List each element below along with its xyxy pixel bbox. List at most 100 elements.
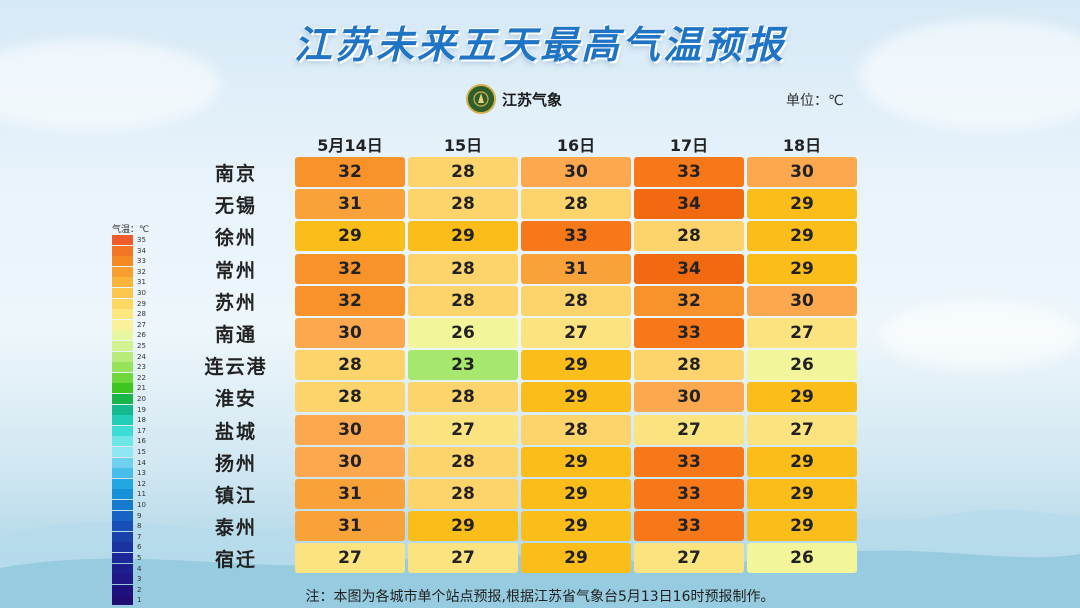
temperature-cell: 27 <box>408 543 518 574</box>
city-label: 连云港 <box>204 356 268 379</box>
temperature-cell: 28 <box>295 350 405 381</box>
legend-swatch <box>112 404 133 415</box>
temperature-cell: 30 <box>295 446 405 477</box>
legend-swatch <box>112 457 133 468</box>
temperature-cell: 27 <box>634 543 744 574</box>
legend-swatch <box>112 288 133 298</box>
logo-text: 江苏气象 <box>502 90 563 109</box>
temperature-cell: 27 <box>408 414 518 445</box>
legend-swatch <box>112 521 133 532</box>
temperature-cell: 29 <box>747 253 857 284</box>
legend-swatch <box>112 553 133 563</box>
temperature-cell: 30 <box>634 382 744 413</box>
legend-swatch <box>112 415 133 426</box>
temperature-cell: 32 <box>295 253 405 284</box>
unit-label: 单位：℃ <box>786 93 844 109</box>
temperature-cell: 28 <box>521 414 631 445</box>
temperature-cell: 32 <box>295 157 405 187</box>
temperature-cell: 30 <box>521 157 631 187</box>
temperature-cell: 29 <box>747 221 857 252</box>
legend-swatch <box>112 372 133 383</box>
legend-swatch <box>112 595 133 606</box>
legend-swatch <box>112 500 133 510</box>
legend-label: 20 <box>137 395 146 403</box>
legend-swatch <box>112 468 133 479</box>
temperature-cell: 33 <box>634 446 744 477</box>
legend-swatch <box>112 425 133 436</box>
legend-swatch <box>112 256 133 267</box>
temperature-cell: 32 <box>634 285 744 316</box>
legend-label: 19 <box>137 405 146 414</box>
temperature-cell: 29 <box>521 479 631 509</box>
background-cloud <box>860 20 1080 130</box>
legend-swatch <box>112 235 133 245</box>
temperature-cell: 27 <box>521 318 631 348</box>
legend-swatch <box>112 341 133 351</box>
legend-swatch <box>112 266 133 277</box>
legend-label: 25 <box>137 342 146 350</box>
column-header: 18日 <box>782 136 822 155</box>
legend-swatch <box>112 383 133 394</box>
legend-label: 22 <box>137 373 146 382</box>
temperature-cell: 29 <box>521 511 631 542</box>
temperature-cell: 28 <box>408 285 518 316</box>
temperature-cell: 28 <box>295 382 405 413</box>
temperature-cell: 29 <box>747 382 857 413</box>
temperature-cell: 28 <box>634 350 744 381</box>
city-label: 徐州 <box>214 227 257 250</box>
legend-label: 34 <box>137 246 146 255</box>
logo: 江苏气象 <box>466 84 562 114</box>
city-label: 南通 <box>214 324 257 346</box>
temperature-cell: 28 <box>408 446 518 477</box>
legend-label: 18 <box>137 416 146 425</box>
legend-swatch <box>112 436 133 447</box>
legend-label: 26 <box>137 331 146 340</box>
legend-title: 气温：℃ <box>112 225 150 235</box>
city-label: 苏州 <box>214 291 257 314</box>
temperature-cell: 26 <box>747 350 857 381</box>
legend-label: 12 <box>137 479 146 488</box>
temperature-cell: 27 <box>747 318 857 348</box>
temperature-cell: 28 <box>408 479 518 509</box>
legend-swatch <box>112 478 133 489</box>
temperature-cell: 31 <box>295 511 405 542</box>
jiangsu-weather-emblem-icon <box>466 84 496 114</box>
temperature-cell: 28 <box>408 189 518 220</box>
temperature-cell: 33 <box>634 318 744 348</box>
temperature-cell: 29 <box>747 446 857 477</box>
legend-swatch <box>112 489 133 500</box>
legend-label: 5 <box>137 554 142 562</box>
legend-label: 28 <box>137 310 146 319</box>
legend-swatch <box>112 277 133 288</box>
city-label: 常州 <box>214 259 257 282</box>
city-label: 盐城 <box>214 420 257 443</box>
temperature-cell: 26 <box>747 543 857 574</box>
legend-swatch <box>112 574 133 585</box>
column-header: 5月14日 <box>317 136 383 155</box>
legend-label: 32 <box>137 267 146 276</box>
legend-label: 15 <box>137 448 146 456</box>
legend-swatch <box>112 510 133 521</box>
background-cloud <box>0 40 220 130</box>
temperature-cell: 32 <box>295 285 405 316</box>
temperature-cell: 27 <box>747 414 857 445</box>
legend-swatch <box>112 531 133 542</box>
temperature-cell: 29 <box>521 350 631 381</box>
temperature-cell: 29 <box>408 511 518 542</box>
legend-label: 30 <box>137 289 146 297</box>
background-cloud <box>880 300 1080 370</box>
temperature-cell: 31 <box>295 479 405 509</box>
column-header: 15日 <box>443 136 483 155</box>
legend-label: 1 <box>137 596 142 605</box>
legend-swatch <box>112 309 133 320</box>
temperature-cell: 28 <box>408 157 518 187</box>
legend-label: 23 <box>137 363 146 372</box>
legend-swatch <box>112 542 133 553</box>
temperature-cell: 28 <box>408 253 518 284</box>
city-label: 淮安 <box>214 388 257 411</box>
legend-label: 16 <box>137 437 146 446</box>
legend-label: 31 <box>137 278 146 287</box>
legend-swatch <box>112 362 133 373</box>
temperature-cell: 29 <box>295 221 405 252</box>
city-label: 宿迁 <box>214 549 257 572</box>
